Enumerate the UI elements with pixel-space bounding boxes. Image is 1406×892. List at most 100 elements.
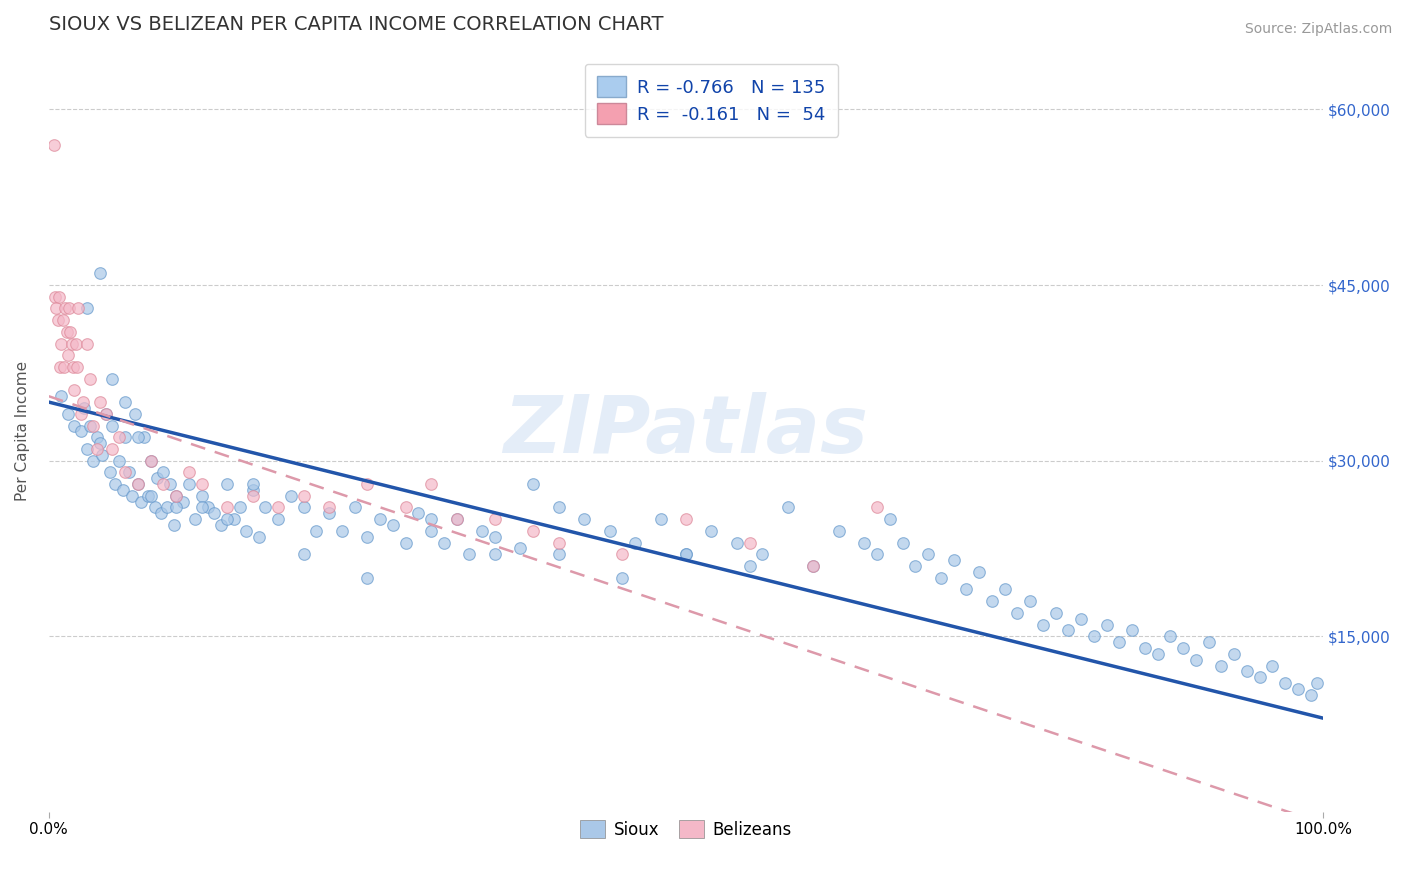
Point [197, 500, 219, 515]
Point [165, 489, 187, 503]
Point [1007, 606, 1029, 620]
Point [59, 325, 82, 339]
Point [101, 418, 124, 433]
Point [1159, 629, 1181, 643]
Point [356, 571, 378, 585]
Point [156, 500, 179, 515]
Point [86, 442, 108, 456]
Point [172, 494, 194, 508]
Point [229, 500, 252, 515]
Point [52, 313, 75, 327]
Point [433, 535, 456, 549]
Point [51, 336, 73, 351]
Point [111, 483, 134, 497]
Point [69, 407, 91, 421]
Point [853, 535, 876, 549]
Point [356, 477, 378, 491]
Point [242, 477, 264, 491]
Point [1019, 594, 1042, 608]
Point [292, 489, 315, 503]
Point [1198, 635, 1220, 649]
Point [599, 524, 621, 538]
Point [56, 348, 79, 362]
Point [955, 582, 977, 597]
Point [235, 524, 257, 538]
Point [318, 500, 340, 515]
Point [65, 336, 87, 351]
Point [1121, 624, 1143, 638]
Point [522, 477, 544, 491]
Point [1146, 647, 1168, 661]
Point [67, 301, 90, 316]
Point [612, 571, 634, 585]
Point [866, 500, 889, 515]
Point [1286, 681, 1309, 696]
Point [127, 477, 149, 491]
Point [63, 418, 86, 433]
Point [675, 547, 697, 561]
Point [471, 524, 494, 538]
Point [725, 535, 748, 549]
Point [62, 359, 84, 374]
Point [56, 407, 79, 421]
Point [408, 506, 430, 520]
Point [58, 301, 80, 316]
Point [72, 395, 94, 409]
Point [114, 466, 136, 480]
Point [446, 512, 468, 526]
Point [254, 500, 277, 515]
Point [127, 430, 149, 444]
Point [879, 512, 901, 526]
Point [1223, 647, 1246, 661]
Point [114, 395, 136, 409]
Point [267, 500, 290, 515]
Point [136, 489, 159, 503]
Point [967, 565, 990, 579]
Point [292, 500, 315, 515]
Point [121, 489, 143, 503]
Point [368, 512, 391, 526]
Point [44, 290, 66, 304]
Point [76, 301, 98, 316]
Point [1299, 688, 1322, 702]
Point [547, 500, 569, 515]
Point [91, 448, 114, 462]
Point [318, 506, 340, 520]
Point [76, 336, 98, 351]
Point [394, 535, 416, 549]
Point [803, 559, 825, 574]
Point [48, 290, 70, 304]
Point [60, 336, 83, 351]
Point [267, 512, 290, 526]
Point [420, 512, 443, 526]
Point [108, 453, 131, 467]
Point [127, 477, 149, 491]
Point [69, 425, 91, 439]
Point [209, 518, 232, 533]
Point [79, 372, 101, 386]
Point [217, 477, 239, 491]
Point [1185, 653, 1208, 667]
Point [76, 442, 98, 456]
Point [124, 407, 146, 421]
Point [484, 512, 506, 526]
Point [139, 489, 162, 503]
Point [420, 524, 443, 538]
Point [1095, 617, 1118, 632]
Point [51, 389, 73, 403]
Point [139, 453, 162, 467]
Point [101, 372, 124, 386]
Point [330, 524, 353, 538]
Point [292, 547, 315, 561]
Point [98, 466, 121, 480]
Point [547, 547, 569, 561]
Point [190, 500, 212, 515]
Point [1032, 617, 1054, 632]
Point [222, 512, 245, 526]
Point [356, 530, 378, 544]
Point [129, 494, 152, 508]
Point [204, 506, 226, 520]
Point [53, 359, 76, 374]
Point [94, 407, 117, 421]
Point [177, 466, 200, 480]
